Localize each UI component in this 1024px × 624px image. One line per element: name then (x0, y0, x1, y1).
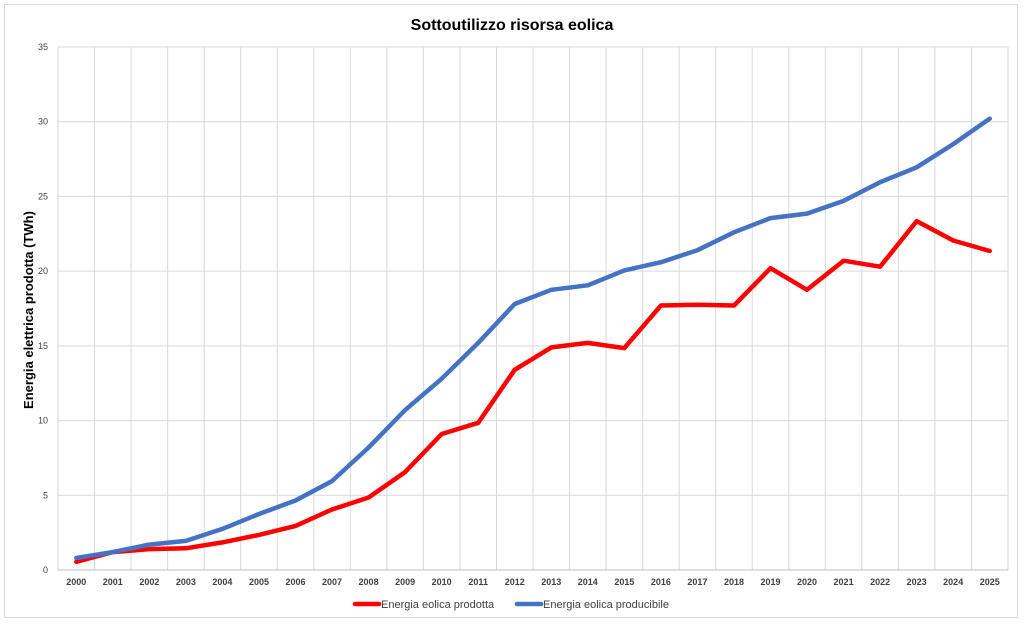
y-tick-label: 10 (38, 416, 48, 426)
x-tick-label: 2004 (212, 577, 232, 587)
x-tick-label: 2009 (395, 577, 415, 587)
legend: Energia eolica prodotta Energia eolica pr… (352, 599, 669, 611)
series-lines (74, 116, 992, 565)
x-tick-label: 2014 (578, 577, 598, 587)
y-tick-label: 25 (38, 191, 48, 201)
x-tick-label: 2001 (103, 577, 123, 587)
x-tick-label: 2025 (980, 577, 1000, 587)
x-tick-label: 2022 (870, 577, 890, 587)
x-tick-label: 2021 (834, 577, 854, 587)
x-tick-label: 2005 (249, 577, 269, 587)
x-tick-label: 2012 (505, 577, 525, 587)
gridlines (57, 46, 1009, 571)
x-tick-label: 2015 (614, 577, 634, 587)
x-tick-label: 2011 (468, 577, 488, 587)
y-tick-label: 20 (38, 266, 48, 276)
x-tick-label: 2019 (760, 577, 780, 587)
x-tick-label: 2007 (322, 577, 342, 587)
x-tick-label: 2020 (797, 577, 817, 587)
x-tick-label: 2000 (66, 577, 86, 587)
x-tick-label: 2017 (687, 577, 707, 587)
y-tick-label: 30 (38, 117, 48, 127)
x-axis-ticks: 2000 2001 2002 2003 2004 2005 2006 2007 2008 2009… (66, 577, 999, 587)
y-tick-label: 35 (38, 42, 48, 52)
legend-entry-producibile: Energia eolica producibile (514, 599, 669, 611)
x-tick-label: 2010 (432, 577, 452, 587)
x-tick-label: 2003 (176, 577, 196, 587)
x-tick-label: 2013 (541, 577, 561, 587)
x-tick-label: 2006 (285, 577, 305, 587)
y-axis-ticks: 0 5 10 15 20 25 30 35 (38, 42, 48, 575)
y-tick-label: 5 (43, 490, 48, 500)
legend-label: Energia eolica producibile (543, 599, 669, 611)
y-tick-label: 0 (43, 565, 48, 575)
chart-title: Sottoutilizzo risorsa eolica (411, 17, 614, 34)
series-line-producibile (74, 116, 992, 561)
x-tick-label: 2016 (651, 577, 671, 587)
legend-entry-prodotta: Energia eolica prodotta (352, 599, 495, 611)
x-tick-label: 2023 (907, 577, 927, 587)
x-tick-label: 2008 (359, 577, 379, 587)
x-tick-label: 2002 (139, 577, 159, 587)
y-axis-label: Energia elettrica prodotta (TWh) (21, 211, 36, 409)
legend-label: Energia eolica prodotta (381, 599, 495, 611)
y-tick-label: 15 (38, 341, 48, 351)
series-line-prodotta (74, 218, 992, 565)
x-tick-label: 2018 (724, 577, 744, 587)
x-tick-label: 2024 (943, 577, 963, 587)
